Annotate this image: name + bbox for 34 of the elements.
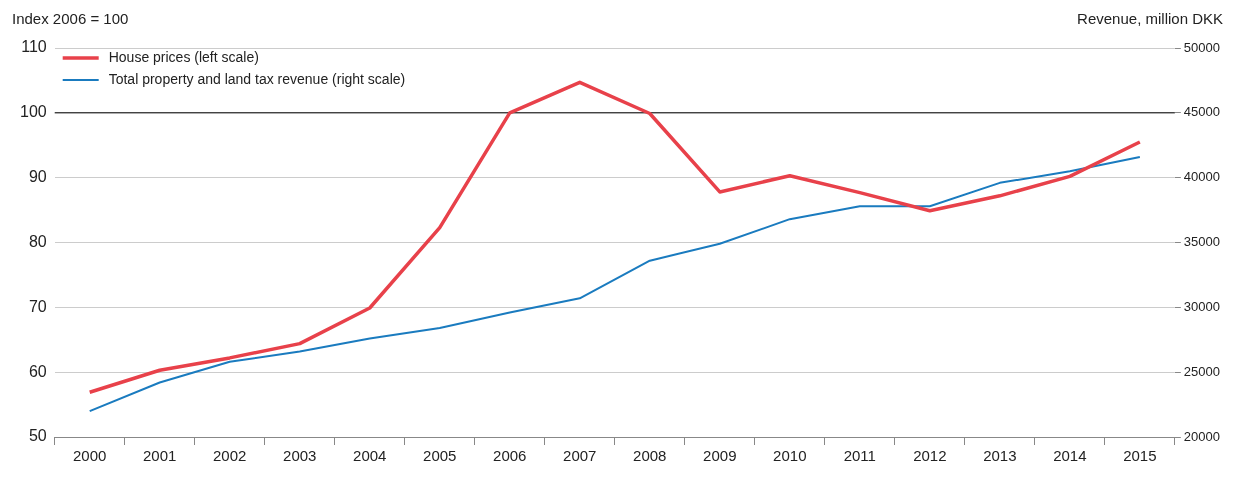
y2-tick-label: 25000: [1183, 363, 1221, 379]
x-tick-label: 2008: [633, 447, 667, 465]
x-tick-label: 2015: [1123, 447, 1157, 465]
y-axis-title: Index 2006 = 100: [12, 9, 129, 27]
y2-tick-label: 40000: [1183, 169, 1221, 185]
x-tick-label: 2006: [493, 447, 527, 465]
y-tick-label: 60: [28, 362, 47, 380]
x-tick-label: 2012: [913, 447, 947, 465]
x-tick-label: 2000: [73, 447, 107, 465]
legend-label: House prices (left scale): [108, 48, 259, 65]
x-tick-label: 2002: [213, 447, 247, 465]
y2-tick-label: 35000: [1183, 234, 1221, 250]
x-tick-label: 2010: [773, 447, 807, 465]
x-tick-label: 2013: [983, 447, 1017, 465]
x-tick-label: 2014: [1053, 447, 1087, 465]
y-tick-label: 80: [28, 232, 47, 250]
y-tick-label: 100: [19, 103, 47, 121]
y2-tick-label: 45000: [1183, 104, 1221, 120]
x-tick-label: 2011: [843, 447, 876, 465]
x-tick-label: 2001: [143, 447, 177, 465]
y-tick-label: 70: [28, 297, 47, 315]
x-tick-label: 2003: [283, 447, 317, 465]
y-tick-label: 90: [28, 168, 47, 186]
x-tick-label: 2009: [703, 447, 737, 465]
y2-tick-label: 20000: [1183, 428, 1221, 444]
y-tick-label: 50: [28, 427, 47, 445]
y-tick-label: 110: [21, 38, 47, 56]
x-tick-label: 2004: [353, 447, 387, 465]
legend-label: Total property and land tax revenue (right scale): [108, 70, 406, 87]
x-tick-label: 2007: [563, 447, 597, 465]
y2-tick-label: 30000: [1183, 298, 1221, 314]
y2-axis-title: Revenue, million DKK: [1077, 9, 1223, 27]
x-tick-label: 2005: [423, 447, 457, 465]
y2-tick-label: 50000: [1183, 39, 1221, 55]
